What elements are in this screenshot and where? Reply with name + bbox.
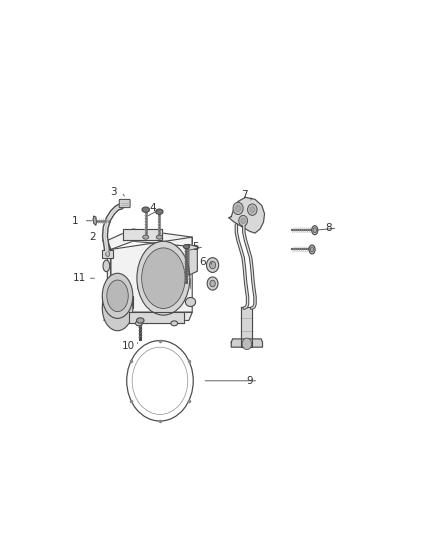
Ellipse shape [155, 209, 163, 214]
Text: 4: 4 [150, 204, 156, 213]
Text: 7: 7 [241, 190, 247, 200]
Ellipse shape [185, 297, 196, 306]
Ellipse shape [313, 228, 317, 232]
Text: 3: 3 [110, 187, 117, 197]
Text: 9: 9 [247, 376, 253, 386]
Text: 1: 1 [72, 216, 78, 226]
Ellipse shape [156, 235, 162, 239]
Polygon shape [93, 216, 96, 225]
Text: 10: 10 [122, 341, 135, 351]
Polygon shape [231, 339, 262, 347]
Polygon shape [241, 307, 252, 347]
Circle shape [236, 205, 240, 212]
Polygon shape [111, 237, 192, 312]
Circle shape [210, 280, 215, 287]
Ellipse shape [107, 280, 128, 312]
Ellipse shape [102, 286, 133, 330]
Text: 11: 11 [73, 273, 86, 283]
Circle shape [250, 207, 254, 213]
Circle shape [242, 338, 251, 350]
Polygon shape [104, 312, 192, 320]
Circle shape [247, 204, 257, 215]
Ellipse shape [137, 241, 190, 315]
Circle shape [233, 202, 243, 215]
Text: 8: 8 [326, 223, 332, 233]
Circle shape [209, 261, 215, 269]
Polygon shape [189, 245, 197, 276]
Polygon shape [107, 240, 111, 313]
Ellipse shape [171, 321, 178, 326]
Ellipse shape [312, 225, 318, 235]
Circle shape [106, 252, 110, 256]
Circle shape [207, 277, 218, 290]
Bar [102, 251, 113, 257]
FancyBboxPatch shape [119, 199, 130, 207]
Ellipse shape [137, 318, 144, 323]
Ellipse shape [102, 273, 133, 318]
Polygon shape [107, 229, 192, 249]
Circle shape [206, 257, 219, 272]
Circle shape [241, 218, 245, 223]
Ellipse shape [142, 207, 149, 212]
Polygon shape [123, 229, 162, 240]
Circle shape [239, 215, 247, 226]
Ellipse shape [103, 260, 110, 272]
Polygon shape [229, 197, 265, 233]
Ellipse shape [184, 245, 190, 248]
Ellipse shape [311, 247, 314, 252]
Ellipse shape [143, 235, 149, 239]
Polygon shape [129, 312, 184, 324]
Ellipse shape [141, 248, 185, 309]
Text: 5: 5 [192, 241, 199, 252]
Ellipse shape [309, 245, 315, 254]
Ellipse shape [135, 321, 142, 326]
Text: 2: 2 [89, 232, 96, 242]
Text: 6: 6 [199, 257, 206, 267]
